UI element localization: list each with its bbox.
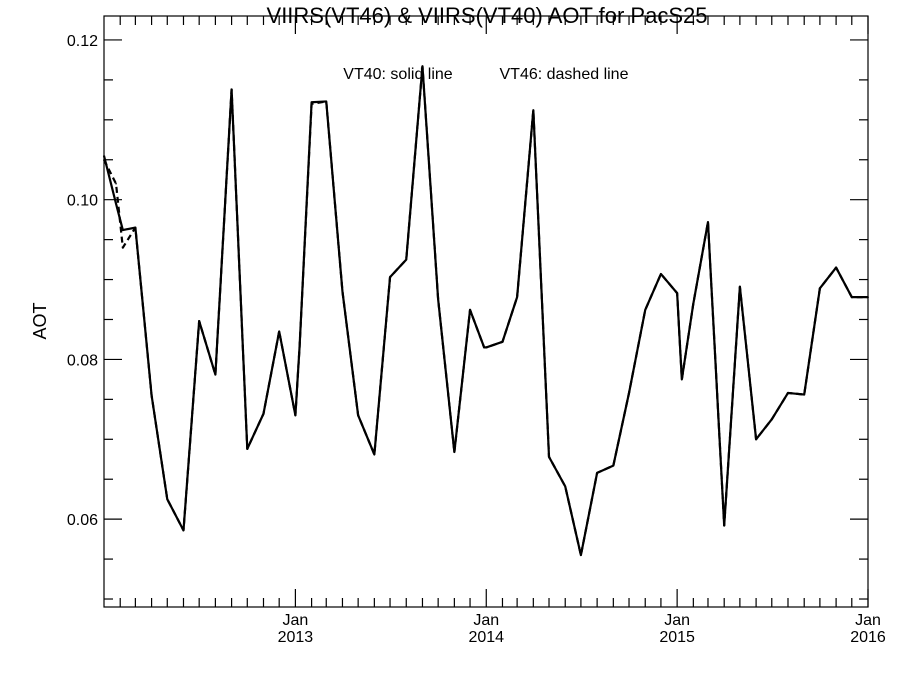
data-point-vt40: [166, 498, 169, 500]
data-point-vt40: [325, 100, 328, 103]
data-point-vt40: [405, 258, 408, 261]
series-layer: [102, 65, 869, 557]
data-point-vt40: [707, 221, 709, 223]
data-point-vt40: [115, 202, 117, 205]
data-point-vt40: [867, 296, 869, 298]
data-point-vt40: [803, 393, 805, 396]
data-point-vt46: [122, 246, 124, 249]
y-tick-label: 0.10: [67, 193, 98, 210]
data-point-vt40: [644, 309, 647, 311]
data-point-vt40: [214, 373, 217, 376]
x-tick-label-month: Jan: [473, 612, 499, 629]
data-point-vt40: [298, 345, 301, 348]
y-axis-ticks: 0.06 0.08 0.10 0.12: [67, 33, 868, 600]
data-point-vt40: [357, 414, 359, 417]
data-point-vt40: [628, 392, 630, 394]
series-line-vt40: [102, 65, 868, 557]
data-point-vt40: [692, 302, 695, 305]
data-point-vt40: [122, 229, 124, 231]
data-point-vt40: [819, 287, 821, 290]
data-point-vt40: [469, 309, 471, 311]
data-point-vt40: [230, 88, 233, 91]
data-point-vt40: [501, 341, 504, 343]
legend-annotation-solid: VT40: solid line: [343, 66, 452, 83]
data-point-vt40: [770, 418, 773, 421]
data-point-vt40: [134, 226, 137, 229]
data-point-vt40: [596, 472, 598, 474]
data-point-vt40: [612, 464, 615, 467]
data-point-vt40: [453, 451, 456, 453]
x-tick-label-month: Jan: [855, 612, 881, 629]
data-point-vt40: [755, 438, 757, 441]
y-tick-label: 0.12: [67, 33, 98, 50]
data-point-vt40: [150, 394, 153, 397]
data-point-vt40: [564, 485, 567, 488]
x-tick-label-year: 2014: [468, 629, 504, 646]
legend-annotation-dashed: VT46: dashed line: [500, 66, 629, 83]
x-tick-label-month: Jan: [282, 612, 308, 629]
data-point-vt40: [373, 453, 376, 456]
data-point-vt40: [483, 346, 485, 349]
y-tick-label: 0.06: [67, 512, 98, 529]
data-point-vt40: [310, 101, 313, 104]
data-point-vt40: [660, 273, 662, 275]
data-point-vt40: [198, 320, 200, 322]
data-point-vt40: [548, 456, 550, 458]
y-axis-label: AOT: [30, 302, 50, 339]
data-point-vt40: [437, 298, 439, 301]
data-point-vt40: [850, 296, 853, 298]
data-point-vt40: [516, 296, 518, 298]
data-point-vt40: [676, 292, 678, 294]
data-point-vt40: [294, 414, 297, 417]
data-point-vt40: [182, 529, 185, 532]
data-point-vt40: [864, 296, 867, 298]
data-point-vt40: [835, 266, 837, 269]
x-tick-label-year: 2013: [278, 629, 314, 646]
data-point-vt40: [421, 65, 424, 68]
data-point-vt40: [262, 412, 265, 415]
y-tick-label: 0.08: [67, 352, 98, 369]
x-tick-label-month: Jan: [664, 612, 690, 629]
data-point-vt40: [532, 109, 535, 112]
data-point-vt40: [246, 448, 249, 450]
data-point-vt40: [723, 524, 725, 527]
x-tick-label-year: 2016: [850, 629, 886, 646]
data-point-vt40: [580, 554, 582, 556]
data-point-vt40: [103, 154, 105, 157]
data-point-vt40: [389, 276, 391, 278]
data-point-vt40: [341, 290, 344, 293]
x-tick-label-year: 2015: [659, 629, 695, 646]
data-point-vt46: [115, 182, 117, 185]
data-point-vt40: [485, 346, 488, 349]
data-point-vt40: [278, 330, 280, 333]
data-point-vt40: [787, 392, 789, 394]
data-point-vt40: [681, 378, 683, 381]
data-point-vt40: [739, 285, 741, 288]
